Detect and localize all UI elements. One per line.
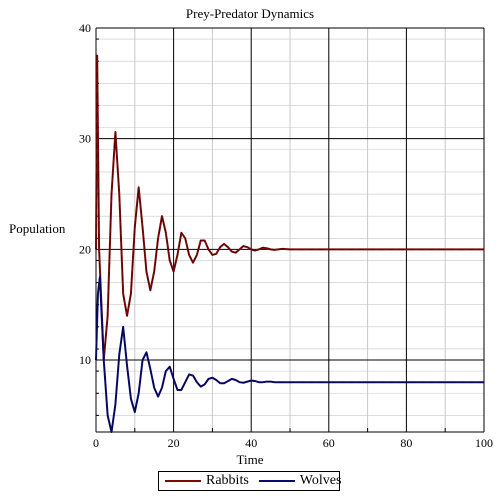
legend-label-wolves: Wolves <box>299 473 342 488</box>
legend-item-rabbits: Rabbits <box>165 473 249 489</box>
x-tick-label: 40 <box>245 436 257 450</box>
y-tick-label: 20 <box>79 242 91 256</box>
legend: Rabbits Wolves <box>158 471 342 491</box>
x-tick-label: 20 <box>168 436 180 450</box>
minor-grid <box>96 28 484 432</box>
x-tick-label: 100 <box>475 436 493 450</box>
x-axis-label: Time <box>236 452 264 467</box>
y-tick-label: 40 <box>79 21 91 35</box>
x-tick-label: 0 <box>93 436 99 450</box>
legend-item-wolves: Wolves <box>258 473 342 489</box>
y-tick-label: 10 <box>79 353 91 367</box>
chart-title: Prey-Predator Dynamics <box>185 6 315 21</box>
series-layer <box>95 54 485 433</box>
x-tick-label: 60 <box>323 436 335 450</box>
y-tick-label: 30 <box>79 132 91 146</box>
legend-swatch-wolves <box>258 480 295 482</box>
tick-labels: 0 20 40 60 80 100 10 20 30 40 <box>79 21 493 450</box>
legend-swatch-rabbits <box>165 480 201 482</box>
legend-label-rabbits: Rabbits <box>206 473 249 488</box>
series-dash-rabbits <box>95 55 484 361</box>
y-axis-label: Population <box>9 221 66 236</box>
x-tick-label: 80 <box>400 436 412 450</box>
